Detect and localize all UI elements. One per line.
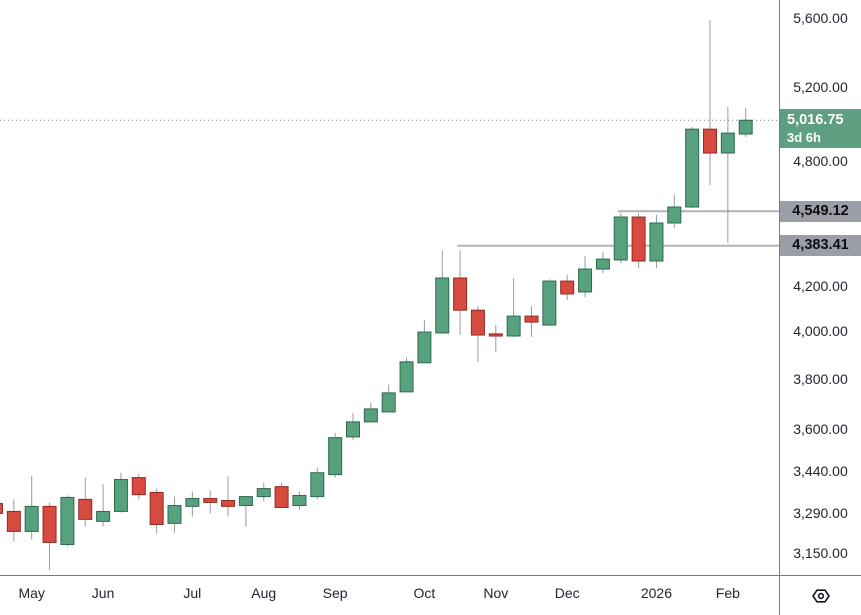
candle-body[interactable]: [381, 392, 396, 413]
candle-body[interactable]: [720, 132, 735, 154]
candle-body[interactable]: [24, 505, 39, 532]
price-axis[interactable]: 5,016.75 3d 6h 4,549.12 4,383.41 5,600.0…: [780, 0, 861, 575]
candle-body[interactable]: [96, 510, 111, 522]
candle-body[interactable]: [453, 277, 468, 311]
time-axis-label: May: [18, 585, 45, 601]
candle-body[interactable]: [42, 505, 57, 543]
candle-body[interactable]: [238, 496, 253, 507]
chart-plot[interactable]: [0, 0, 779, 575]
candle-body[interactable]: [542, 280, 557, 326]
bar-close-countdown: 3d 6h: [787, 130, 821, 146]
candle-body[interactable]: [60, 496, 75, 545]
candle-body[interactable]: [435, 277, 450, 334]
time-axis-label: Feb: [715, 585, 740, 601]
time-axis-label: Jul: [183, 585, 202, 601]
candle-body[interactable]: [167, 505, 182, 524]
candle-body[interactable]: [595, 258, 610, 270]
level-price-badge: 4,549.12: [780, 200, 861, 222]
candle-body[interactable]: [256, 488, 271, 498]
candle-body[interactable]: [292, 494, 307, 507]
price-tick-label: 3,800.00: [793, 370, 848, 387]
candle-body[interactable]: [221, 499, 236, 507]
candle-body[interactable]: [0, 503, 3, 514]
candle-body[interactable]: [578, 268, 593, 293]
time-axis-label: Nov: [483, 585, 509, 601]
candle-body[interactable]: [274, 486, 289, 508]
time-axis-label: Sep: [322, 585, 348, 601]
time-axis-label: Dec: [554, 585, 580, 601]
candle-body[interactable]: [524, 315, 539, 323]
axis-settings-corner: [780, 576, 861, 615]
candle-body[interactable]: [346, 421, 360, 438]
time-axis-label: 2026: [640, 585, 673, 601]
candle-body[interactable]: [203, 498, 218, 503]
price-axis-border: [779, 0, 780, 615]
price-tick-label: 4,200.00: [793, 277, 848, 294]
candle-body[interactable]: [703, 128, 717, 154]
axis-settings-button[interactable]: [807, 582, 835, 610]
candle-body[interactable]: [328, 437, 343, 476]
candle-body[interactable]: [185, 498, 200, 507]
time-axis[interactable]: May Jun Jul Aug Sep Oct Nov Dec 2026 Feb: [0, 576, 779, 615]
candle-body[interactable]: [560, 280, 575, 295]
candle-body[interactable]: [78, 498, 93, 520]
candle-body[interactable]: [649, 222, 664, 262]
candle-body[interactable]: [738, 119, 753, 135]
price-tick-label: 3,600.00: [793, 420, 848, 437]
candle-body[interactable]: [667, 206, 682, 224]
hexagon-target-icon: [811, 588, 830, 603]
time-axis-label: Aug: [251, 585, 277, 601]
time-axis-border: [0, 575, 861, 576]
price-tick-label: 3,150.00: [793, 545, 848, 561]
candle-body[interactable]: [506, 315, 521, 337]
price-tick-label: 3,290.00: [793, 504, 848, 521]
candle-body[interactable]: [131, 477, 146, 496]
candle-body[interactable]: [6, 510, 21, 532]
current-price-badge: 5,016.75 3d 6h: [780, 109, 861, 149]
time-axis-label: Oct: [413, 585, 436, 601]
price-tick-label: 4,800.00: [793, 153, 848, 170]
current-price-value: 5,016.75: [787, 112, 844, 129]
candle-body[interactable]: [685, 128, 700, 208]
candle-body[interactable]: [399, 361, 414, 393]
candle-body[interactable]: [310, 472, 325, 498]
candle-body[interactable]: [149, 491, 164, 526]
candle-body[interactable]: [631, 216, 646, 262]
price-tick-label: 5,600.00: [793, 10, 848, 26]
candle-body[interactable]: [470, 309, 485, 336]
price-tick-label: 5,200.00: [793, 78, 848, 95]
candle-body[interactable]: [363, 408, 378, 423]
candle-body[interactable]: [417, 331, 432, 364]
level-price-badge: 4,383.41: [780, 235, 861, 257]
candle-body[interactable]: [488, 333, 503, 337]
candles-canvas: [0, 19, 779, 570]
price-tick-label: 4,000.00: [793, 322, 848, 339]
candle-body[interactable]: [613, 216, 628, 261]
time-axis-label: Jun: [91, 585, 115, 601]
candle-body[interactable]: [113, 479, 128, 512]
price-tick-label: 3,440.00: [793, 463, 848, 480]
